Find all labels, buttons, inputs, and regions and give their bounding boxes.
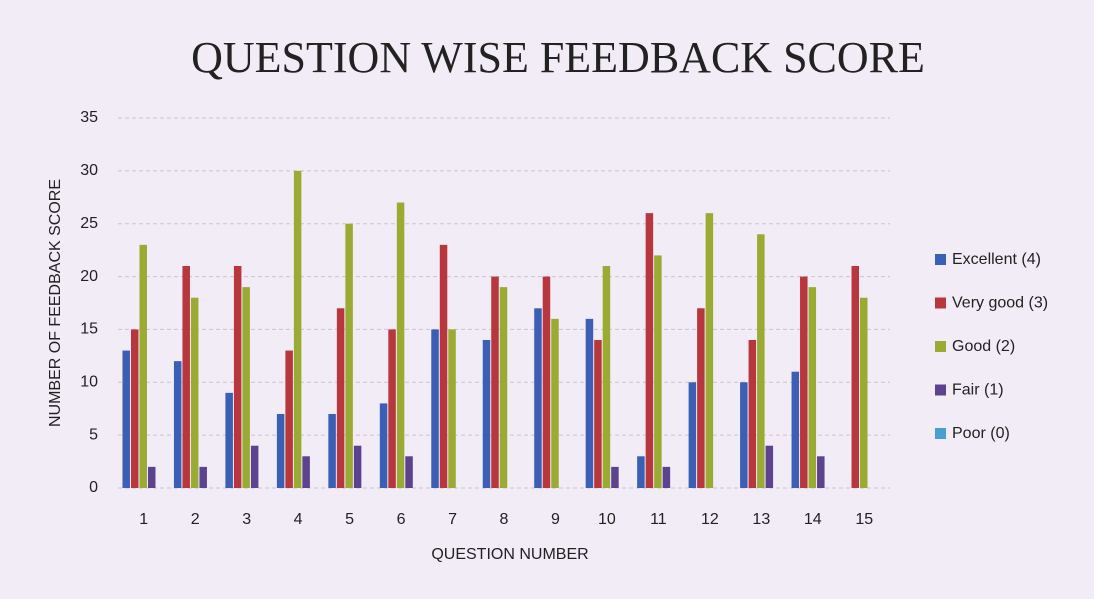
bar: [817, 456, 825, 488]
bar: [190, 297, 199, 488]
bar: [594, 340, 602, 488]
bar: [654, 255, 662, 488]
bar: [199, 466, 207, 488]
bar: [748, 340, 757, 488]
bar: [379, 403, 388, 488]
bar: [688, 382, 697, 488]
legend-label: Poor (0): [952, 425, 1010, 442]
x-tick-label: 7: [448, 511, 457, 528]
bar: [662, 466, 671, 488]
x-tick-label: 1: [139, 511, 148, 528]
bar: [285, 350, 293, 488]
bar: [225, 392, 233, 488]
bar: [336, 308, 345, 488]
x-tick-label: 3: [242, 511, 251, 528]
bar: [757, 234, 765, 488]
bar: [147, 466, 156, 488]
x-tick-label: 12: [701, 511, 719, 528]
bar: [130, 329, 139, 488]
legend-label: Fair (1): [952, 382, 1004, 399]
x-tick-label: 10: [598, 511, 616, 528]
y-tick-label: 10: [80, 374, 98, 391]
bar: [542, 276, 551, 488]
bar: [242, 287, 250, 488]
bar: [765, 445, 774, 488]
bar: [233, 266, 242, 488]
bar: [328, 414, 336, 488]
bar: [182, 266, 190, 488]
bar: [405, 456, 413, 488]
legend-label: Good (2): [952, 338, 1015, 355]
bar: [276, 414, 285, 488]
legend-label: Very good (3): [952, 295, 1048, 312]
x-tick-label: 2: [191, 511, 200, 528]
x-tick-label: 5: [345, 511, 354, 528]
legend-swatch: [935, 297, 946, 309]
legend-swatch: [935, 428, 946, 439]
bar: [705, 213, 714, 488]
bar: [293, 170, 302, 488]
bar: [431, 329, 439, 488]
x-tick-label: 13: [752, 511, 770, 528]
y-tick-label: 15: [80, 321, 98, 338]
bar: [353, 445, 362, 488]
y-tick-label: 0: [89, 479, 98, 496]
bar: [585, 318, 594, 488]
bar: [499, 287, 508, 488]
bar: [139, 244, 147, 488]
legend-label: Excellent (4): [952, 251, 1041, 268]
legend-swatch: [935, 341, 946, 352]
bar: [491, 276, 499, 488]
legend-swatch: [935, 254, 946, 265]
bar: [637, 456, 645, 488]
bar: [482, 340, 491, 488]
bar: [860, 297, 868, 488]
y-tick-label: 35: [80, 109, 98, 126]
bar: [800, 276, 808, 488]
bar: [740, 382, 748, 488]
y-tick-label: 25: [80, 215, 98, 232]
chart-title: QUESTION WISE FEEDBACK SCORE: [191, 33, 925, 82]
bar: [396, 202, 405, 489]
x-tick-label: 6: [397, 511, 406, 528]
bar: [388, 329, 396, 488]
y-tick-label: 20: [80, 268, 98, 285]
x-tick-label: 11: [650, 511, 667, 528]
bar: [645, 213, 654, 488]
x-tick-label: 4: [294, 511, 303, 528]
bar: [551, 318, 559, 488]
bar: [122, 350, 130, 488]
y-tick-label: 5: [89, 426, 98, 443]
x-tick-label: 14: [804, 511, 822, 528]
bar: [345, 223, 353, 488]
legend-swatch: [935, 384, 946, 396]
x-tick-label: 8: [500, 511, 509, 528]
x-tick-label: 9: [551, 511, 560, 528]
bar: [173, 361, 182, 488]
bar: [697, 308, 705, 488]
y-tick-label: 30: [80, 162, 98, 179]
x-axis-label: QUESTION NUMBER: [431, 546, 588, 563]
bar: [791, 371, 800, 488]
bar: [302, 456, 310, 488]
x-tick-label: 15: [855, 511, 873, 528]
bar: [448, 329, 456, 488]
bar: [851, 266, 860, 488]
bar: [611, 466, 619, 488]
bar: [534, 308, 542, 488]
bar: [808, 287, 817, 488]
bar: [439, 244, 448, 488]
bar: [602, 266, 611, 488]
y-axis-label: NUMBER OF FEEDBACK SCORE: [47, 179, 64, 427]
bar: [250, 445, 259, 488]
